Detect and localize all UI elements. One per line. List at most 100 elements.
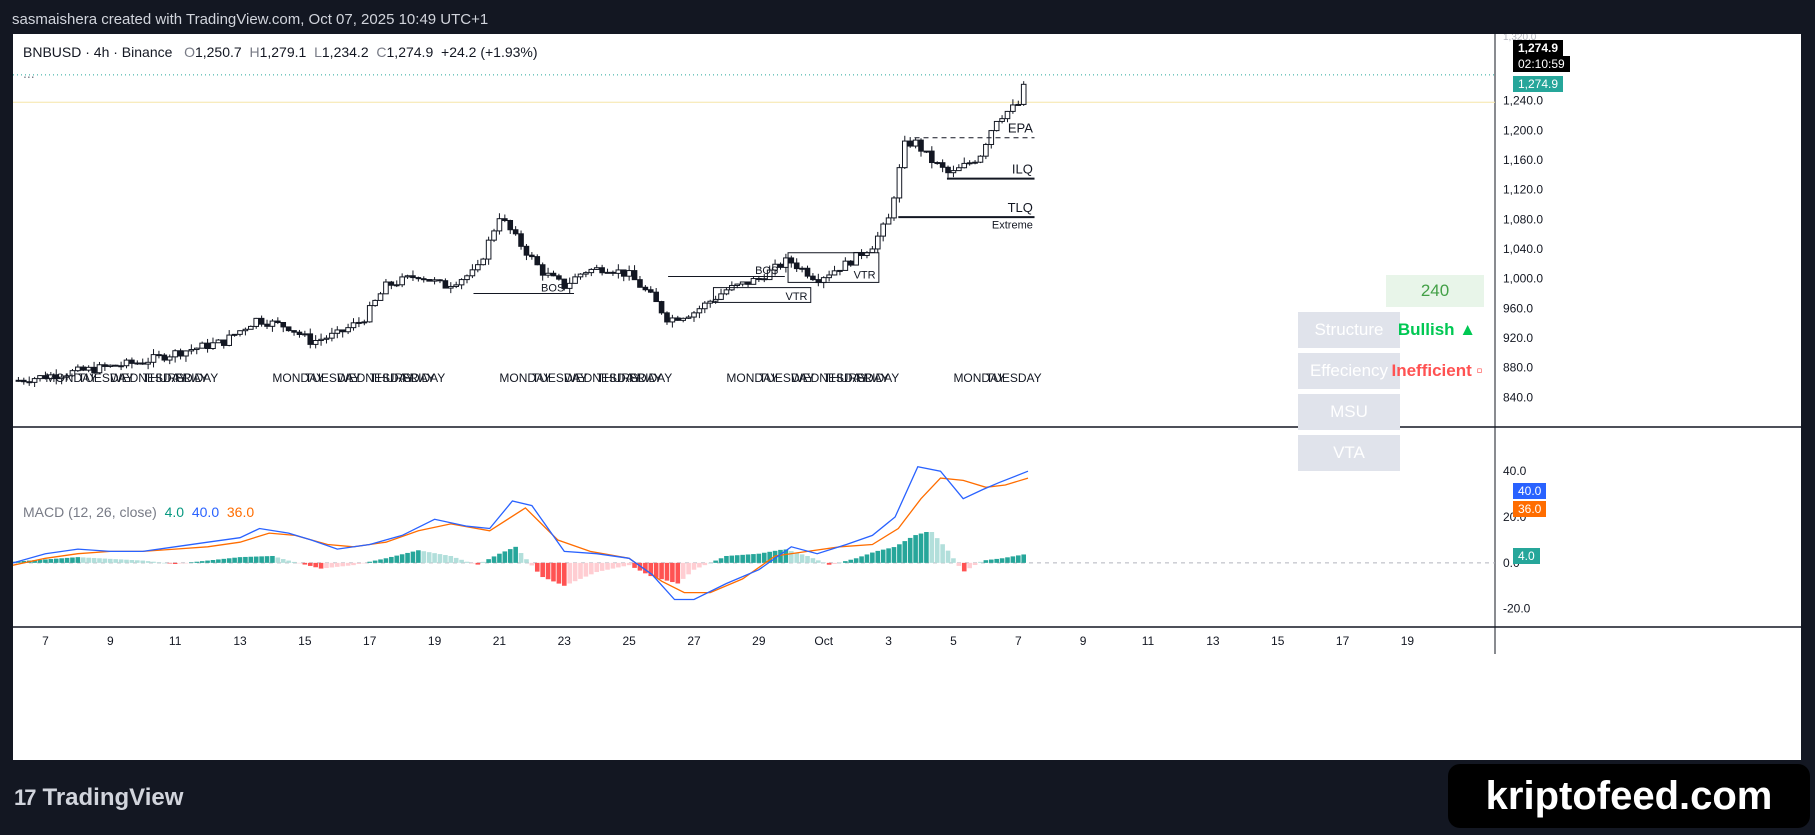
msu-button[interactable]: MSU: [1298, 394, 1400, 430]
structure-button[interactable]: Structure: [1298, 312, 1400, 348]
candle-body: [637, 279, 643, 288]
candle-body: [626, 270, 632, 277]
macd-histogram-bar: [988, 559, 994, 563]
candle-body: [631, 270, 638, 281]
candle-body: [464, 275, 470, 281]
candle-body: [842, 260, 849, 271]
candle-body: [220, 339, 227, 346]
macd-histogram-bar: [821, 562, 827, 564]
chart-svg[interactable]: 840.0 880.0 920.0 960.0 1,000.0 1,040.0 1,080.…: [13, 34, 1801, 760]
candle-body: [891, 197, 897, 219]
macd-histogram-bar: [426, 552, 432, 563]
macd-histogram-bar: [788, 551, 794, 563]
open-label: O: [184, 44, 195, 60]
macd-histogram-bar: [383, 558, 389, 563]
candle-body: [534, 256, 541, 266]
candle-body: [393, 284, 400, 287]
candle-body: [172, 350, 178, 358]
macd-histogram-bar: [561, 562, 567, 586]
macd-histogram-bar: [994, 558, 999, 563]
change-value: +24.2 (+1.93%): [441, 44, 538, 60]
symbol-label[interactable]: BNBUSD · 4h · Binance: [23, 44, 173, 60]
candle-body: [766, 269, 773, 281]
candle-body: [1010, 104, 1016, 112]
macd-histogram-bar: [356, 562, 362, 565]
day-label: TUESDAY: [759, 371, 815, 385]
candle-body: [874, 235, 881, 250]
macd-histogram-bar: [1015, 555, 1021, 563]
macd-histogram-bar: [653, 562, 659, 578]
macd-histogram-bar: [940, 544, 945, 563]
candle-body: [820, 277, 827, 284]
macd-histogram-bar: [286, 560, 291, 563]
candle-body: [885, 217, 892, 225]
candle-body: [615, 269, 622, 274]
macd-histogram-bar: [167, 562, 173, 564]
candle-body: [696, 308, 703, 314]
macd-histogram-bar: [832, 562, 837, 565]
macd-histogram-bar: [102, 558, 108, 563]
macd-histogram-bar: [307, 562, 313, 566]
macd-histogram-bar: [680, 562, 686, 579]
macd-histogram-bar: [53, 558, 59, 563]
macd-histogram-bar: [853, 558, 859, 563]
macd-histogram-bar: [324, 562, 329, 569]
price-axis-tick-top: 1,320.0: [1503, 34, 1537, 43]
macd-histogram-bar: [978, 561, 983, 563]
candle-body: [966, 162, 973, 165]
macd-histogram-bar: [443, 555, 448, 563]
macd-histogram-bar: [816, 560, 821, 563]
tradingview-logo[interactable]: 17 TradingView: [14, 784, 183, 812]
candle-body: [685, 316, 692, 319]
candle-body: [85, 366, 92, 371]
candle-body: [545, 272, 551, 276]
day-label: MONDAY: [953, 371, 1005, 385]
macd-line-value: 40.0: [191, 504, 220, 520]
time-axis-tick: Oct: [814, 634, 833, 648]
macd-histogram-bar: [783, 549, 789, 563]
day-label: THURSDAY: [370, 371, 435, 385]
macd-signal-value: 36.0: [226, 504, 255, 520]
macd-histogram-bar: [199, 561, 205, 563]
macd-title[interactable]: MACD (12, 26, close): [23, 504, 157, 520]
vta-button[interactable]: VTA: [1298, 435, 1400, 471]
time-axis-tick: 9: [107, 634, 114, 648]
macd-histogram-bar: [464, 561, 470, 563]
candle-body: [129, 359, 135, 364]
time-axis-tick: 5: [950, 634, 957, 648]
more-button[interactable]: ...: [23, 65, 35, 81]
macd-histogram-bar: [75, 557, 81, 563]
candle-body: [529, 254, 535, 258]
candle-body: [788, 257, 795, 264]
candle-body: [183, 350, 189, 357]
day-label: WEDNESDAY: [791, 371, 867, 385]
macd-histogram-bar: [972, 562, 978, 566]
candle-body: [258, 317, 265, 325]
macd-histogram-bar: [1005, 557, 1010, 563]
macd-histogram-bar: [129, 559, 135, 563]
macd-histogram-bar: [934, 538, 940, 563]
candle-body: [664, 312, 670, 323]
candle-body: [734, 283, 741, 286]
macd-histogram-bar: [826, 562, 832, 565]
macd-histogram-bar: [367, 561, 373, 563]
candle-body: [291, 330, 297, 333]
day-label: TUESDAY: [532, 371, 588, 385]
effeciency-button[interactable]: Effeciency: [1298, 353, 1400, 389]
macd-histogram-bar: [480, 561, 486, 563]
macd-histogram-bar: [313, 562, 318, 568]
time-axis-tick: 15: [298, 634, 312, 648]
candle-body: [739, 281, 746, 285]
candle-body: [296, 331, 303, 335]
candle-body: [718, 293, 724, 300]
candle-body: [307, 333, 314, 345]
candle-body: [918, 139, 924, 152]
macd-histogram-bar: [421, 551, 427, 563]
candle-body: [161, 354, 168, 361]
time-axis-tick: 21: [493, 634, 507, 648]
candle-body: [312, 340, 319, 345]
high-label: H: [249, 44, 260, 60]
candle-body: [604, 271, 611, 274]
candle-body: [939, 162, 946, 168]
macd-histogram-bar: [740, 554, 745, 563]
